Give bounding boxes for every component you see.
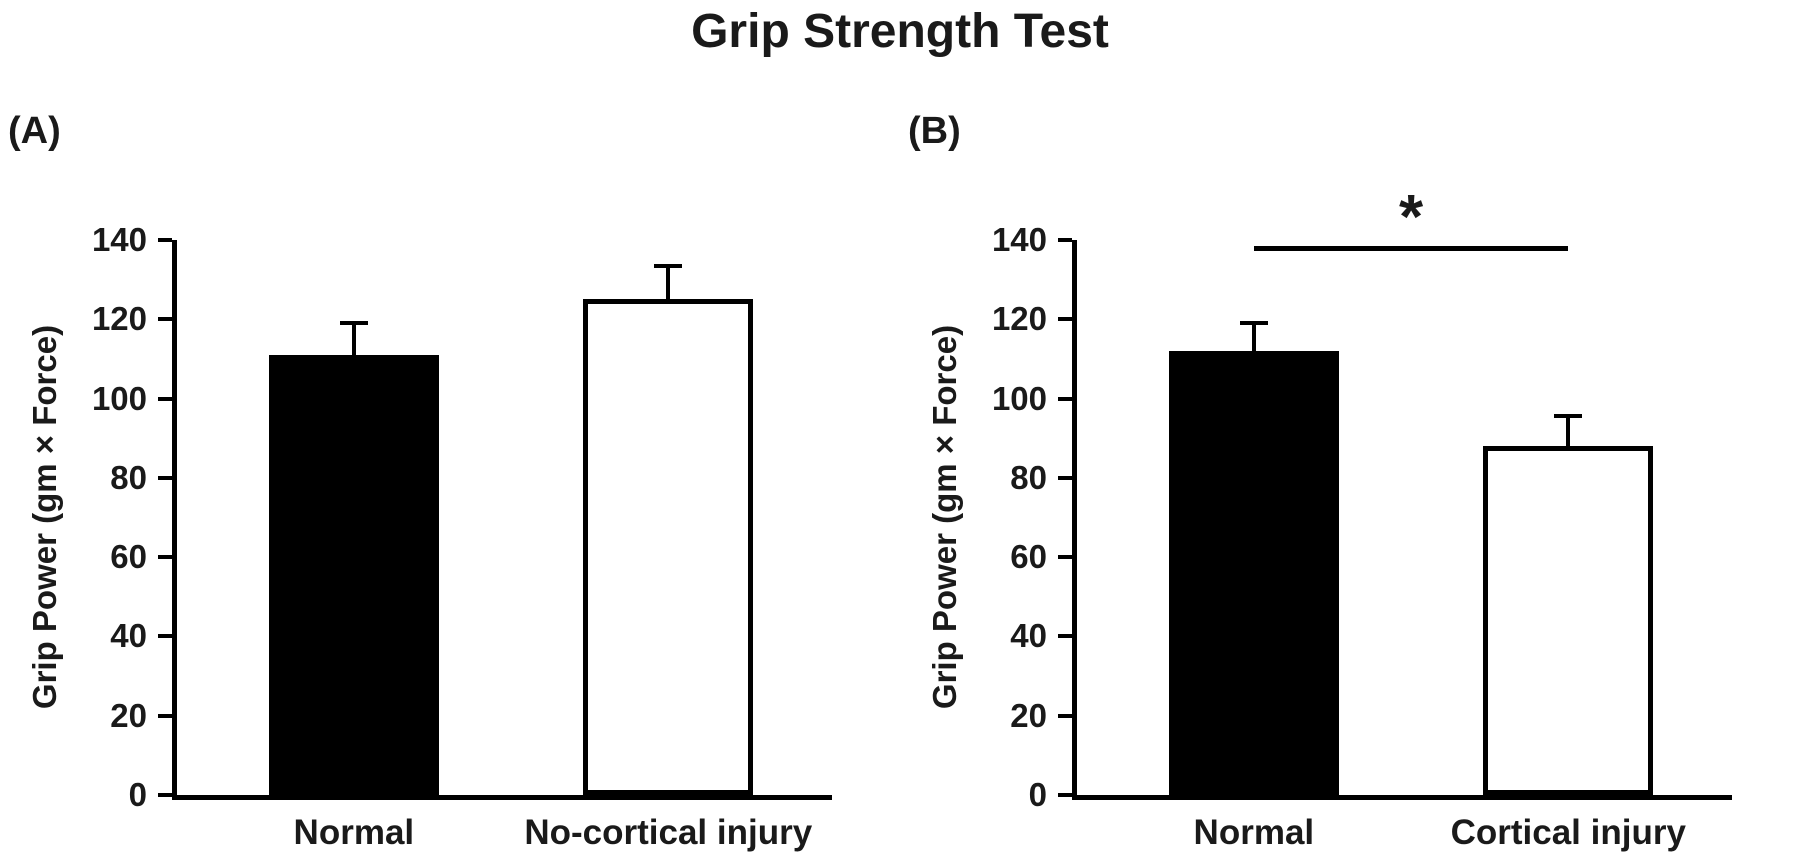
error-bar-line (1566, 418, 1571, 457)
category-label: Normal (1193, 813, 1315, 852)
category-label: Normal (293, 813, 415, 852)
y-tick-label: 80 (1010, 458, 1047, 496)
error-bar-line (1251, 325, 1256, 361)
y-tick-label: 140 (991, 221, 1047, 258)
significance-line (1253, 245, 1569, 251)
y-tick-mark (1058, 238, 1072, 242)
y-tick-mark (1058, 793, 1072, 797)
category-label: Cortical injury (1450, 813, 1686, 852)
y-tick-label: 0 (1028, 776, 1047, 813)
y-tick-label: 20 (110, 696, 147, 734)
y-tick-label: 100 (991, 379, 1047, 417)
panel-a: (A) Grip Power (gm × Force) 0 20 40 60 80 100… (0, 90, 900, 861)
y-tick-label: 20 (1010, 696, 1047, 734)
bar-filled (1168, 351, 1339, 795)
y-tick-mark (1058, 317, 1072, 322)
y-tick-label: 120 (91, 300, 147, 338)
y-tick-mark (158, 238, 172, 242)
y-tick-mark (1058, 396, 1072, 401)
bar-filled (268, 354, 439, 795)
y-tick-label: 60 (1010, 538, 1047, 576)
error-bar-cap (339, 321, 368, 326)
figure-title: Grip Strength Test (691, 5, 1109, 58)
error-bar-line (666, 267, 671, 310)
error-bar-cap (654, 263, 683, 268)
panel-b-plot-area: 0 20 40 60 80 100 120 140 Normal Cortical injury * (992, 183, 1732, 852)
y-tick-mark (158, 317, 172, 322)
y-tick-label: 80 (110, 458, 147, 496)
y-tick-label: 40 (1010, 617, 1047, 655)
y-tick-mark (158, 475, 172, 480)
error-bar-cap (1554, 414, 1583, 419)
significance-asterisk: * (1398, 182, 1424, 252)
category-label: No-cortical injury (524, 813, 813, 852)
y-tick-mark (158, 396, 172, 401)
panel-b-label: (B) (908, 110, 961, 152)
y-tick-mark (1058, 634, 1072, 639)
y-tick-mark (158, 793, 172, 797)
y-tick-label: 0 (128, 776, 147, 813)
bar-open (583, 299, 754, 795)
y-tick-mark (158, 713, 172, 718)
panel-a-plot-area: 0 20 40 60 80 100 120 140 Normal No-cortical inju… (92, 221, 832, 852)
panel-a-label: (A) (8, 110, 61, 152)
y-tick-label: 140 (91, 221, 147, 258)
error-bar-cap (1239, 321, 1268, 326)
bar-open (1483, 446, 1654, 795)
y-tick-mark (1058, 555, 1072, 560)
y-tick-mark (158, 555, 172, 560)
y-tick-label: 100 (91, 379, 147, 417)
y-tick-label: 120 (991, 300, 1047, 338)
panel-b: (B) Grip Power (gm × Force) 0 20 40 60 80 100… (900, 90, 1800, 861)
y-tick-mark (1058, 713, 1072, 718)
y-tick-mark (1058, 475, 1072, 480)
y-tick-mark (158, 634, 172, 639)
y-tick-label: 60 (110, 538, 147, 576)
error-bar-line (351, 325, 356, 365)
y-tick-label: 40 (110, 617, 147, 655)
